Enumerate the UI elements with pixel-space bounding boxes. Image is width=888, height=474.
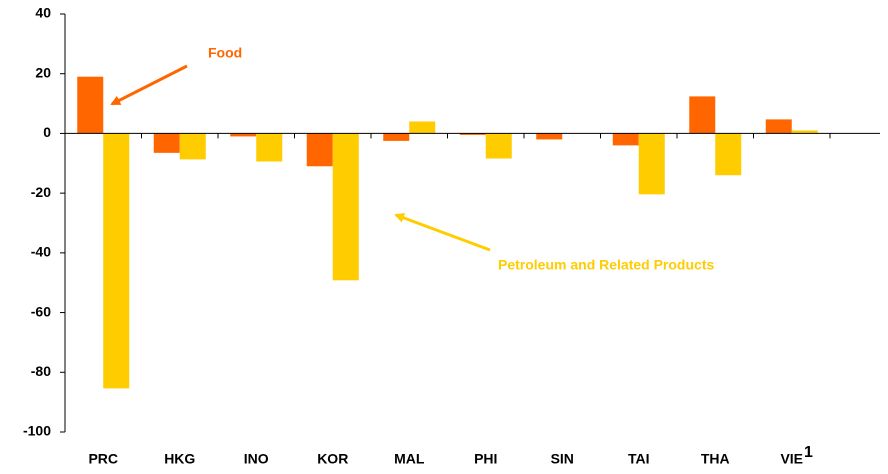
x-tick-label: VIE [780,451,803,467]
bar [715,133,742,176]
bar [179,133,206,160]
bar [485,133,512,159]
bar [612,133,639,146]
y-tick-label: 20 [35,64,51,80]
petroleum-arrow [394,213,491,252]
category-note: 1 [804,444,813,461]
bar [409,121,436,134]
bar [536,133,563,140]
y-tick-label: -20 [31,184,51,200]
y-tick-label: 40 [35,5,51,21]
bar [638,133,665,195]
y-tick-label: 0 [43,124,51,140]
x-tick-label: TAI [628,451,650,467]
x-tick-label: INO [244,451,269,467]
x-tick-label: PRC [88,451,118,467]
y-tick-label: -40 [31,244,51,260]
y-tick-label: -60 [31,303,51,319]
bar [153,133,180,153]
x-tick-label: KOR [317,451,348,467]
x-tick-label: SIN [551,451,574,467]
bar [256,133,283,162]
x-tick-label: MAL [394,451,425,467]
x-tick-label: HKG [164,451,195,467]
bar [459,133,486,135]
bar [689,96,716,134]
bar [383,133,410,141]
bar [306,133,333,167]
bar [765,119,792,134]
x-tick-label: THA [701,451,730,467]
x-tick-label: PHI [474,451,497,467]
bar [230,133,257,137]
bar [332,133,359,281]
bar [103,133,130,389]
food-annotation: Food [208,45,242,61]
y-tick-label: -100 [23,423,51,439]
petroleum-annotation: Petroleum and Related Products [498,257,714,273]
food-arrow [110,64,188,106]
y-tick-label: -80 [31,363,51,379]
bar [77,76,104,134]
bar [791,130,818,134]
